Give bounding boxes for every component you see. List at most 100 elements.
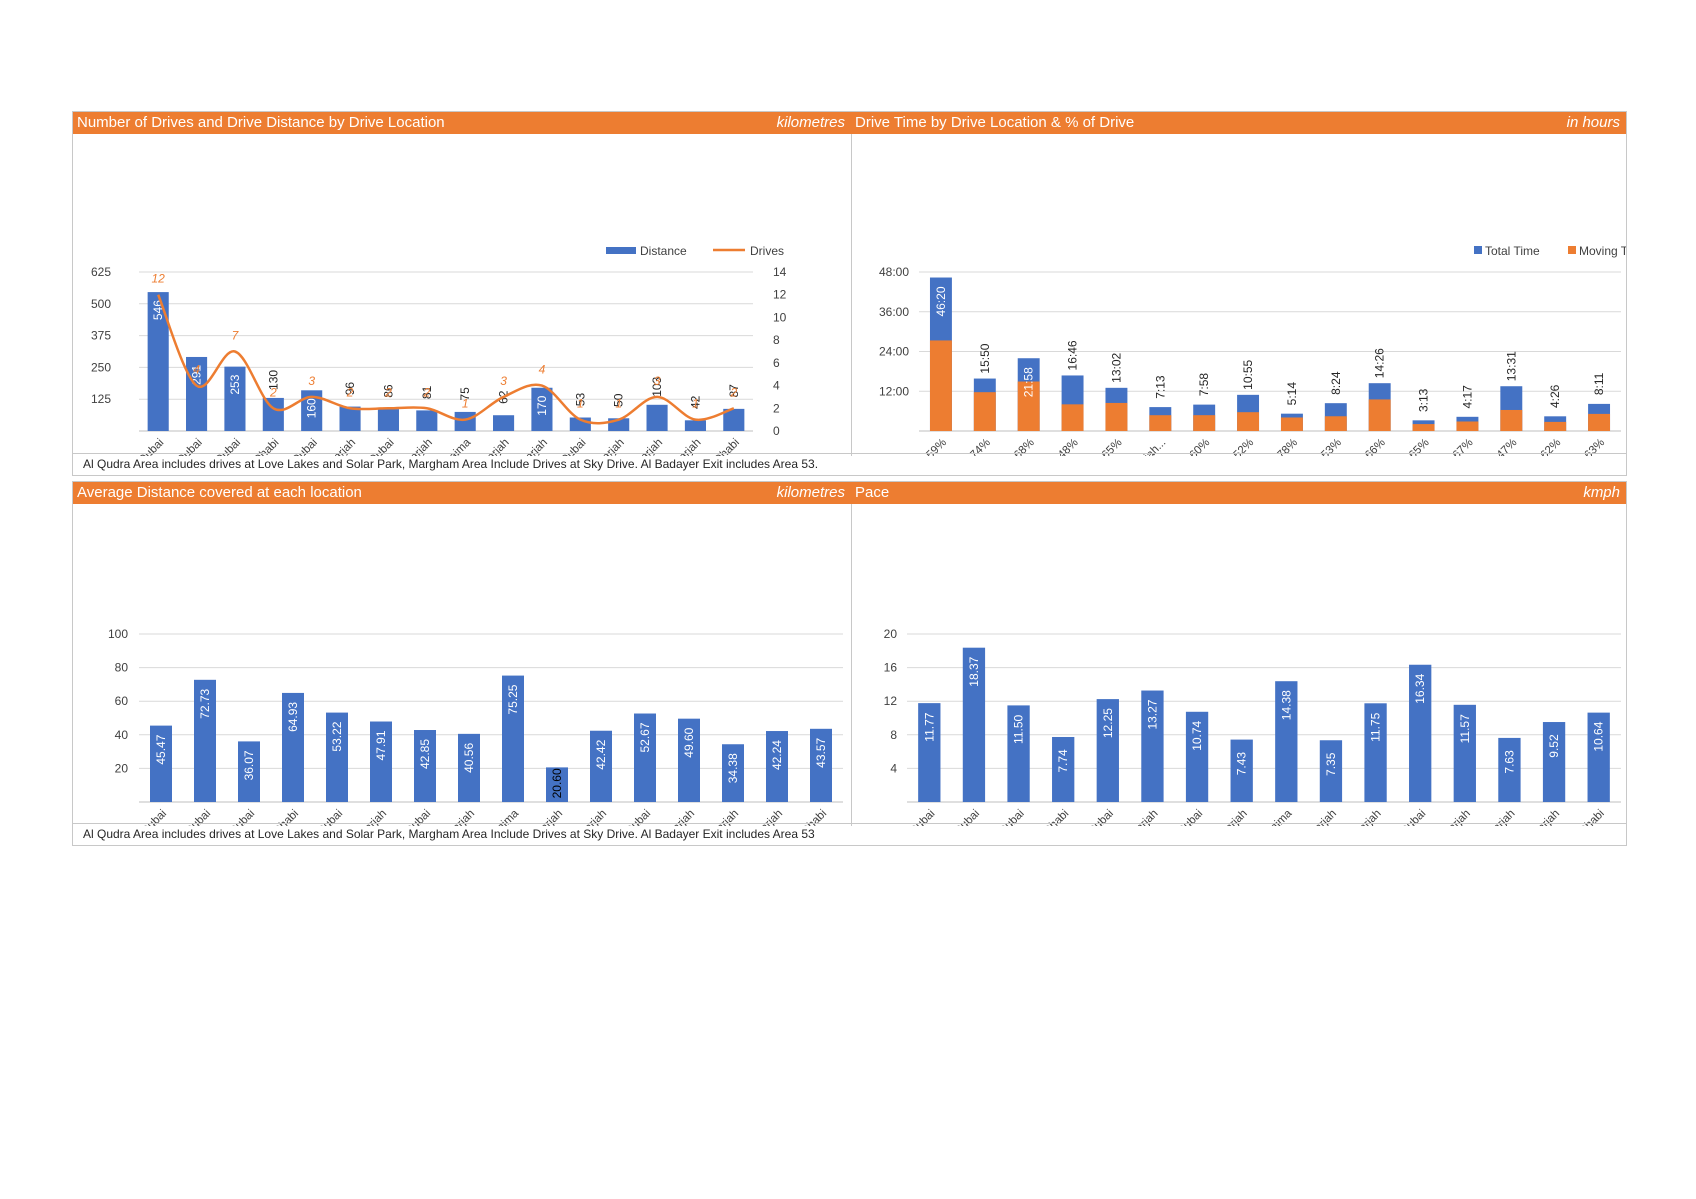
data-label: 7.43	[1235, 752, 1249, 776]
distance-bar	[454, 411, 476, 431]
distance-bar	[646, 404, 668, 431]
data-label: 13:02	[1109, 352, 1123, 382]
y-tick-label: 48:00	[879, 265, 909, 279]
legend-label-drives: Drives	[750, 244, 784, 258]
distance-bar	[377, 409, 399, 431]
data-label: 75	[458, 387, 472, 401]
moving-time-bar	[1588, 413, 1611, 431]
drives-data-label: 3	[500, 374, 507, 388]
legend-swatch-moving	[1568, 246, 1576, 254]
y-right-tick-label: 8	[773, 333, 780, 347]
drives-data-label: 1	[462, 397, 469, 411]
value-bar	[1096, 699, 1119, 802]
value-bar	[1275, 681, 1298, 802]
y-tick-label: 12	[884, 694, 898, 708]
value-bar	[282, 692, 304, 802]
data-label: 4:26	[1548, 384, 1562, 408]
y-tick-label: 16	[884, 661, 898, 675]
data-label: 52.67	[638, 722, 652, 752]
data-label: 20.60	[550, 768, 564, 798]
drives-data-label: 12	[152, 272, 166, 286]
data-label: 86	[381, 384, 395, 398]
y-tick-label: 125	[91, 392, 111, 406]
y-tick-label: 60	[115, 694, 129, 708]
top-charts-band: Number of Drives and Drive Distance by D…	[72, 111, 1627, 476]
drives-data-label: 3	[308, 374, 315, 388]
average-distance-chart: 100 80 60 40 20 45.47 72.73 36.07 64.93 53.22 47.9…	[103, 627, 843, 826]
y-tick-label: 8	[890, 728, 897, 742]
data-label: 11.77	[922, 712, 936, 741]
value-bar	[918, 703, 941, 802]
y-tick-label: 40	[115, 728, 129, 742]
y-right-tick-label: 14	[773, 265, 787, 279]
moving-time-bar	[1193, 415, 1216, 431]
value-bar	[414, 730, 436, 802]
data-label: 42.42	[594, 739, 608, 769]
distance-bar	[147, 292, 169, 431]
average-distance-titlebar: Average Distance covered at each locatio…	[73, 482, 851, 504]
y-tick-label: 36:00	[879, 305, 909, 319]
y-tick-label: 100	[108, 627, 128, 641]
data-label: 42.24	[770, 740, 784, 770]
drive-time-panel: Drive Time by Drive Location & % of Driv…	[851, 112, 1626, 456]
data-label: 5:14	[1285, 382, 1299, 406]
drive-time-titlebar: Drive Time by Drive Location & % of Driv…	[851, 112, 1626, 134]
data-label: 18.37	[967, 656, 981, 686]
data-label: 15:50	[978, 343, 992, 373]
distance-bar	[723, 408, 745, 431]
drives-data-label: 4	[539, 363, 546, 377]
value-bar	[194, 679, 216, 802]
data-label: 3:13	[1417, 388, 1431, 412]
moving-time-bar	[1149, 415, 1172, 431]
value-bar	[766, 731, 788, 802]
value-bar	[1185, 711, 1209, 802]
data-label: 160	[305, 398, 319, 418]
y-right-tick-label: 2	[773, 401, 780, 415]
data-label: 12.25	[1101, 708, 1115, 738]
y-right-tick-label: 4	[773, 379, 780, 393]
band2-footnote: Al Qudra Area includes drives at Love La…	[73, 823, 1626, 845]
data-label: 11.75	[1369, 712, 1383, 741]
data-label: 96	[343, 382, 357, 396]
data-label: 4:17	[1460, 385, 1474, 409]
moving-time-bar	[1500, 409, 1523, 431]
distance-bar	[493, 415, 515, 431]
drives-data-label: 3	[654, 374, 661, 388]
data-label: 49.60	[682, 727, 696, 757]
value-bar	[1230, 739, 1253, 802]
data-label: 170	[535, 395, 549, 415]
data-label: 87	[727, 384, 741, 398]
legend-swatch-distance	[606, 247, 636, 254]
distance-bar	[301, 390, 323, 431]
data-label: 45.47	[154, 734, 168, 764]
chart-title: Average Distance covered at each locatio…	[77, 484, 362, 501]
value-bar	[722, 744, 744, 802]
data-label: 36.07	[242, 750, 256, 780]
data-label: 40.56	[462, 743, 476, 773]
moving-time-bar	[1544, 421, 1567, 431]
data-label: 10.64	[1592, 721, 1606, 751]
value-bar	[1364, 703, 1387, 802]
data-label: 11.50	[1012, 715, 1026, 744]
data-label: 7.74	[1056, 749, 1070, 773]
chart-unit: kilometres	[776, 114, 845, 131]
data-label: 53.22	[330, 721, 344, 751]
value-bar	[150, 725, 172, 802]
data-label: 43.57	[814, 737, 828, 767]
data-label: 42	[688, 395, 702, 409]
data-label: 16:46	[1066, 340, 1080, 370]
distance-bar	[262, 397, 284, 431]
drives-line	[157, 294, 735, 425]
value-bar	[370, 721, 392, 802]
distance-bar	[224, 366, 246, 431]
pace-panel: Pace kmph 20 16 12 8 4 11.77 18.37 11.50 7.74 12.…	[851, 482, 1626, 826]
data-label: 14.38	[1279, 690, 1293, 720]
value-bar	[678, 718, 700, 802]
value-bar	[810, 728, 832, 802]
data-label: 10.74	[1190, 720, 1204, 750]
moving-time-bar	[973, 392, 996, 431]
value-bar	[962, 647, 986, 802]
drives-data-label: 1	[692, 397, 699, 411]
value-bar	[590, 730, 612, 802]
